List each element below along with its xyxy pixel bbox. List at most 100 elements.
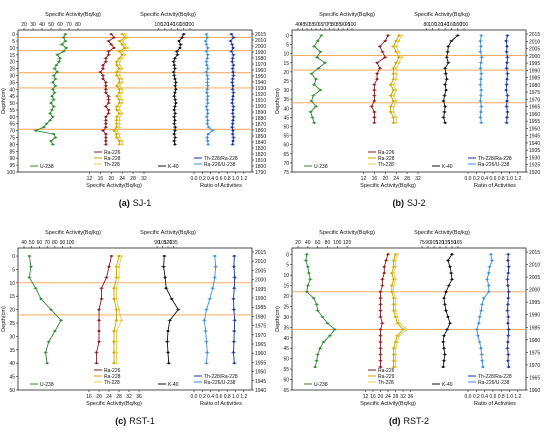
year-tick-label: 2000 — [255, 44, 266, 50]
data-point-th228-ra228 — [506, 72, 509, 75]
depth-tick-label: 30 — [283, 315, 289, 321]
data-point-u238 — [54, 136, 57, 139]
depth-tick-label: 50 — [9, 101, 15, 107]
data-point-k40 — [163, 255, 166, 258]
data-point-th228-ra228 — [231, 81, 234, 84]
year-tick-label: 1830 — [255, 146, 266, 152]
k40-tick-label: 105 — [158, 240, 167, 246]
data-point-u238 — [50, 102, 52, 105]
data-point-th228-ra228 — [230, 50, 233, 53]
data-point-ra226 — [373, 110, 376, 113]
data-point-ra226-u238 — [206, 57, 209, 60]
depth-tick-label: 85 — [9, 149, 15, 155]
data-point-th228 — [121, 143, 124, 146]
u238-tick-label: 80 — [325, 240, 331, 246]
data-point-u238 — [58, 60, 61, 63]
year-tick-label: 1955 — [255, 360, 266, 366]
data-point-ra226 — [381, 322, 384, 325]
data-point-u238 — [312, 297, 315, 300]
top-axis-title: Specific Activity(Bq/kg) — [140, 230, 196, 236]
top-axis-title: Specific Activity(Bq/kg) — [45, 12, 101, 18]
depth-tick-label: 50 — [283, 357, 289, 363]
depth-tick-label: 35 — [283, 97, 289, 103]
depth-tick-label: 10 — [283, 273, 289, 279]
data-point-u238 — [42, 126, 45, 129]
ra-tick-label: 28 — [116, 394, 122, 400]
data-point-ra228 — [118, 102, 121, 105]
year-tick-label: 1990 — [529, 68, 540, 74]
data-point-ra226 — [113, 46, 115, 49]
data-point-th228 — [396, 253, 399, 256]
data-point-th228 — [118, 105, 121, 108]
data-point-ra226-u238 — [479, 116, 482, 119]
data-point-ra226-u238 — [206, 88, 209, 91]
data-point-th228 — [396, 340, 399, 343]
data-point-u238 — [45, 122, 48, 125]
data-point-th228 — [123, 33, 126, 36]
year-tick-label: 1990 — [255, 296, 266, 302]
data-point-th228-ra228 — [232, 119, 235, 122]
data-point-ra226-u238 — [489, 253, 492, 256]
data-point-ra228 — [392, 116, 395, 119]
depth-tick-label: 75 — [9, 136, 15, 142]
data-point-ra226-u238 — [206, 77, 209, 80]
data-point-ra226 — [379, 340, 382, 343]
plot-frame — [291, 29, 527, 173]
data-point-u238 — [51, 81, 54, 84]
depth-tick-label: 60 — [283, 378, 289, 384]
data-point-th228-ra228 — [507, 334, 510, 337]
data-point-u238 — [52, 98, 55, 101]
data-point-u238 — [62, 50, 65, 53]
data-point-th228-ra228 — [231, 98, 234, 101]
data-point-ra228 — [115, 60, 118, 63]
data-point-th228-ra228 — [506, 116, 509, 119]
data-point-k40 — [170, 297, 173, 300]
depth-tick-label: 25 — [283, 79, 289, 85]
data-point-th228 — [115, 129, 118, 132]
ratio-tick-label: 1.0 — [232, 176, 239, 182]
year-tick-label: 2000 — [529, 288, 540, 294]
data-point-ra228 — [121, 53, 124, 56]
data-point-u238 — [59, 57, 61, 60]
year-tick-label: 2015 — [529, 250, 540, 256]
data-point-ra226 — [370, 105, 373, 108]
data-point-k40 — [446, 328, 449, 331]
year-tick-label: 1930 — [255, 86, 266, 92]
data-point-ra226-u238 — [205, 43, 208, 46]
k40-tick-label: 75 — [419, 240, 425, 246]
data-point-k40 — [442, 340, 445, 343]
data-point-k40 — [172, 71, 175, 74]
data-point-ra226 — [373, 121, 376, 124]
data-point-ra226 — [104, 115, 107, 118]
data-point-ra228 — [118, 112, 121, 115]
data-point-k40 — [446, 50, 449, 53]
ra-tick-label: 32 — [415, 176, 421, 182]
data-point-th228 — [115, 297, 118, 300]
data-point-u238 — [49, 112, 52, 115]
data-point-th228 — [392, 272, 395, 275]
data-point-th228 — [118, 136, 121, 139]
series-line-ra226 — [371, 35, 389, 123]
data-point-th228 — [126, 46, 129, 49]
data-point-ra228 — [389, 105, 392, 108]
data-point-ra226-u238 — [206, 122, 209, 125]
data-point-th228 — [118, 115, 121, 118]
data-point-ra226-u238 — [478, 315, 481, 318]
ratio-tick-label: 1.0 — [232, 394, 239, 400]
data-point-u238 — [60, 319, 63, 322]
data-point-th228 — [118, 60, 121, 63]
data-point-th228 — [118, 108, 121, 111]
k40-tick-label: 100 — [428, 22, 437, 28]
data-point-ra226-u238 — [211, 287, 214, 290]
data-point-k40 — [173, 74, 176, 77]
depth-tick-label: 45 — [283, 115, 289, 121]
data-point-u238 — [34, 129, 37, 132]
depth-tick-label: 15 — [283, 284, 289, 290]
data-point-th228 — [394, 297, 397, 300]
data-point-th228 — [123, 53, 126, 56]
data-point-u238 — [50, 308, 52, 311]
data-point-ra226 — [379, 359, 382, 362]
data-point-k40 — [444, 121, 447, 124]
year-tick-label: 1880 — [255, 116, 266, 122]
